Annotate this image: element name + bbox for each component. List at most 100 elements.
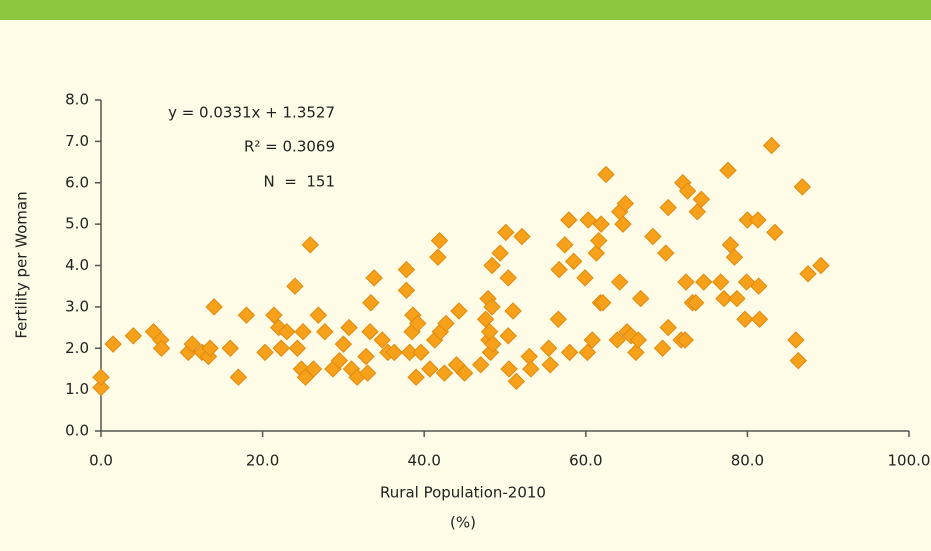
point (472, 356, 490, 374)
point (725, 248, 744, 266)
point (719, 161, 737, 180)
point (409, 314, 427, 333)
point (229, 368, 248, 386)
point (812, 256, 830, 275)
point (455, 364, 474, 382)
x-tick-label: 40.0 (407, 452, 440, 470)
point (736, 310, 754, 328)
point (450, 302, 468, 320)
point (104, 335, 122, 353)
point (614, 215, 632, 233)
point (265, 306, 283, 324)
point (358, 364, 377, 382)
point (340, 318, 358, 337)
point (407, 368, 425, 386)
point (564, 252, 583, 271)
equation: y = 0.0331x + 1.3527 (168, 104, 335, 122)
point (421, 360, 439, 378)
header-bar (0, 0, 931, 20)
point (560, 343, 579, 362)
point (435, 364, 454, 382)
point (616, 194, 635, 213)
point (499, 327, 517, 345)
point (237, 306, 256, 324)
point (579, 211, 597, 229)
x-axis-label: Rural Population-2010 (380, 484, 546, 502)
point (549, 310, 568, 328)
point (762, 136, 781, 155)
x-tick-label: 0.0 (89, 452, 113, 470)
point (437, 314, 455, 333)
y-tick-label: 0.0 (65, 422, 89, 440)
r-squared: R² = 0.3069 (244, 138, 335, 156)
point (361, 322, 379, 341)
point (766, 223, 784, 242)
point (152, 339, 171, 357)
point (330, 351, 349, 370)
y-tick-label: 1.0 (65, 380, 89, 398)
point (365, 269, 383, 287)
point (357, 347, 375, 366)
point (497, 223, 515, 242)
point (556, 236, 574, 254)
point (597, 165, 615, 184)
point (677, 273, 695, 291)
point (590, 231, 608, 250)
point (373, 331, 391, 349)
x-tick-label: 20.0 (246, 452, 279, 470)
point (183, 335, 202, 353)
point (608, 331, 627, 349)
point (793, 178, 812, 196)
point (92, 378, 110, 397)
point (728, 289, 746, 308)
point (412, 343, 430, 362)
point (294, 322, 312, 341)
point (657, 244, 675, 262)
point (678, 182, 697, 200)
point (592, 215, 610, 233)
point (483, 298, 501, 316)
point (632, 289, 650, 308)
point (587, 244, 606, 262)
point (522, 360, 540, 378)
x-tick-label: 100.0 (888, 452, 931, 470)
point (594, 294, 612, 312)
point (507, 372, 526, 391)
point (397, 281, 416, 300)
point (430, 231, 449, 250)
point (578, 343, 597, 362)
point (286, 277, 304, 295)
point (499, 269, 517, 287)
point (659, 198, 677, 217)
point (789, 351, 808, 370)
point (560, 211, 578, 229)
point (712, 273, 730, 291)
point (692, 190, 711, 209)
point (309, 306, 328, 324)
y-tick-label: 5.0 (65, 215, 89, 233)
point (750, 310, 769, 328)
point (256, 343, 274, 362)
point (362, 294, 380, 312)
point (688, 203, 707, 221)
point (316, 322, 334, 341)
point (205, 298, 223, 316)
point (750, 277, 768, 295)
point (576, 269, 594, 287)
point (583, 331, 601, 349)
point (491, 244, 509, 262)
point (513, 227, 531, 246)
y-tick-label: 4.0 (65, 256, 89, 274)
point (201, 339, 219, 357)
point (270, 318, 288, 337)
x-tick-label: 80.0 (731, 452, 764, 470)
point (429, 248, 447, 266)
y-tick-label: 2.0 (65, 339, 89, 357)
point (304, 360, 323, 378)
point (550, 260, 568, 279)
point (539, 339, 558, 357)
point (92, 368, 110, 386)
point (500, 360, 518, 378)
point (541, 356, 559, 374)
point (504, 302, 522, 320)
